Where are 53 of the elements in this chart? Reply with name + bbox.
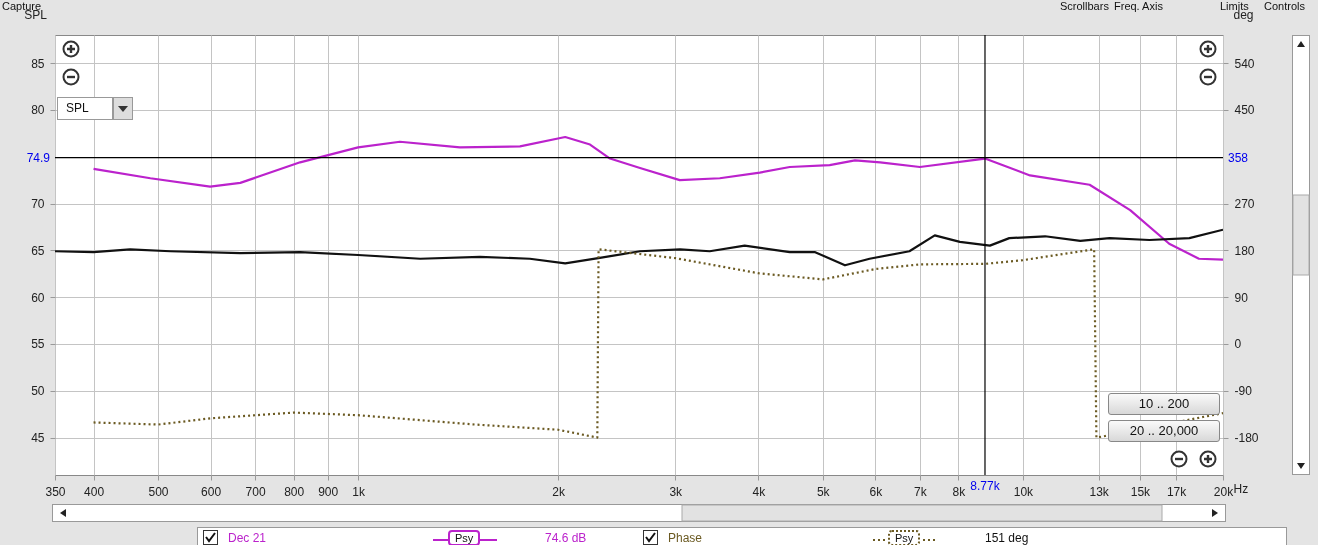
x-tick-label: 600 (201, 484, 222, 499)
y2-tick-label: 450 (1234, 103, 1255, 118)
y2-tick-label: 90 (1234, 290, 1249, 305)
x-tick-label: 15k (1130, 484, 1152, 499)
x-tick-label: 10k (1013, 484, 1035, 499)
y-tick-label: 50 (31, 384, 45, 399)
text: Psy (888, 530, 921, 545)
x-tick-label: 8k (952, 484, 967, 499)
x-tick-label: 17k (1166, 484, 1188, 499)
dropdown: SPL (57, 97, 113, 120)
ref-line-label: 8.77k (970, 479, 1001, 493)
x-tick-label: 3k (669, 484, 684, 499)
x-tick-label: 1k (352, 484, 366, 499)
x-tick-label: 900 (318, 484, 339, 499)
y-tick-label: 65 (31, 243, 45, 258)
x-tick-label: 7k (914, 484, 928, 499)
text: Capture (2, 0, 42, 12)
x-tick-label: 4k (752, 484, 767, 499)
x-tick-label: 6k (869, 484, 884, 499)
ref-line-label: 74.9 (26, 150, 51, 165)
y-tick-label: 70 (31, 197, 45, 212)
x-tick-label: 400 (84, 484, 105, 499)
y2-tick-label: 540 (1234, 56, 1255, 71)
x-tick-label: 500 (148, 484, 169, 499)
x-tick-label: 700 (245, 484, 266, 499)
x-tick-label: 2k (552, 484, 567, 499)
button: 10 .. 200 (1108, 393, 1220, 415)
y2-tick-label: -180 (1234, 431, 1259, 446)
annotation: 358 (1228, 150, 1249, 165)
text: Psy (448, 530, 481, 545)
text: Scrollbars (1060, 0, 1109, 12)
y2-tick-label: 270 (1234, 197, 1255, 212)
y-tick-label: 55 (31, 337, 45, 352)
x-tick-label: 20k (1213, 484, 1235, 499)
y2-tick-label: 0 (1234, 337, 1242, 352)
y-tick-label: 80 (31, 103, 45, 118)
text: Phase (668, 531, 703, 545)
x-axis-title: Hz (1233, 481, 1249, 496)
x-tick-label: 5k (816, 484, 831, 499)
y2-tick-label: 180 (1234, 243, 1255, 258)
text: Freq. Axis (1114, 0, 1163, 12)
x-tick-label: 13k (1089, 484, 1110, 499)
text: Dec 21 (228, 531, 267, 545)
y2-tick-label: -90 (1234, 384, 1253, 399)
x-tick-label: 350 (45, 484, 66, 499)
y-tick-label: 60 (31, 290, 45, 305)
x-tick-label: 800 (284, 484, 305, 499)
text: 151 deg (985, 531, 1029, 545)
text: Controls (1264, 0, 1305, 12)
y-tick-label: 45 (31, 431, 45, 446)
y-tick-label: 85 (31, 56, 45, 71)
text: 74.6 dB (545, 531, 587, 545)
button: 20 .. 20,000 (1108, 420, 1220, 442)
